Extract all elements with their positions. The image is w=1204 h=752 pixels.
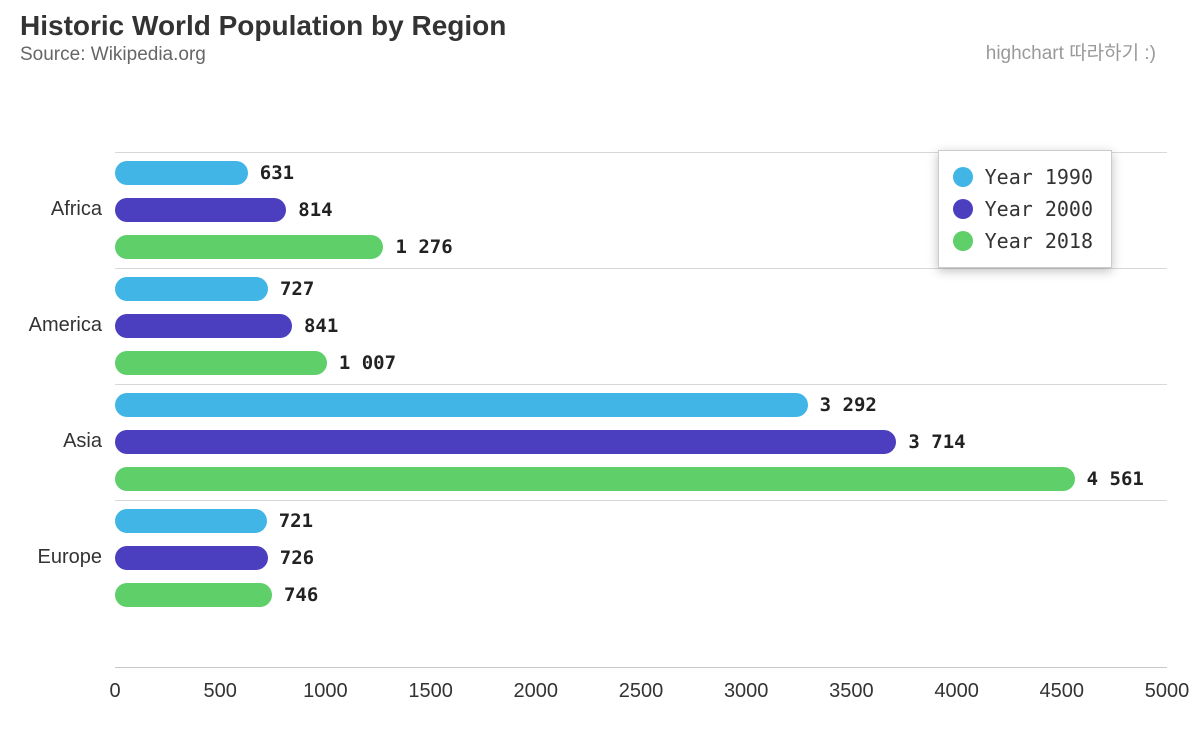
bar: [115, 467, 1075, 491]
x-axis-line: [115, 667, 1167, 668]
chart-note: highchart 따라하기 :): [986, 38, 1156, 65]
bar: [115, 235, 383, 259]
bar-value-label: 746: [284, 583, 318, 607]
legend-item: Year 2000: [953, 193, 1093, 225]
bar-value-label: 1 276: [395, 235, 452, 259]
bar: [115, 546, 268, 570]
bar: [115, 161, 248, 185]
x-tick-label: 2500: [619, 680, 664, 703]
category-label: Europe: [0, 546, 102, 569]
x-tick-label: 1500: [408, 680, 453, 703]
bar-value-label: 726: [280, 546, 314, 570]
group-separator: [115, 384, 1167, 385]
category-label: Africa: [0, 198, 102, 221]
chart-area: Africa6318141 276America7278411 007Asia3…: [115, 88, 1167, 708]
x-tick-label: 5000: [1145, 680, 1190, 703]
x-tick-label: 3000: [724, 680, 769, 703]
bar-value-label: 841: [304, 314, 338, 338]
bar: [115, 583, 272, 607]
chart-header: Historic World Population by Region Sour…: [20, 10, 1184, 66]
x-tick-label: 1000: [303, 680, 348, 703]
x-tick-label: 3500: [829, 680, 874, 703]
bar-value-label: 4 561: [1087, 467, 1144, 491]
bar-value-label: 814: [298, 198, 332, 222]
legend-item: Year 1990: [953, 161, 1093, 193]
group-separator: [115, 500, 1167, 501]
legend-swatch: [953, 167, 973, 187]
category-label: Asia: [0, 430, 102, 453]
bar: [115, 314, 292, 338]
x-tick-label: 0: [109, 680, 120, 703]
legend-swatch: [953, 231, 973, 251]
group-separator: [115, 268, 1167, 269]
chart-title: Historic World Population by Region: [20, 10, 506, 42]
x-tick-label: 2000: [514, 680, 559, 703]
bar: [115, 430, 896, 454]
bar-value-label: 3 714: [908, 430, 965, 454]
x-tick-label: 4500: [1040, 680, 1085, 703]
x-tick-label: 4000: [934, 680, 979, 703]
legend-label: Year 2000: [985, 197, 1093, 221]
bar: [115, 277, 268, 301]
category-label: America: [0, 314, 102, 337]
legend-label: Year 2018: [985, 229, 1093, 253]
legend-label: Year 1990: [985, 165, 1093, 189]
chart-subtitle: Source: Wikipedia.org: [20, 44, 506, 66]
bar-value-label: 1 007: [339, 351, 396, 375]
bar: [115, 393, 808, 417]
legend-item: Year 2018: [953, 225, 1093, 257]
bar: [115, 198, 286, 222]
bar: [115, 351, 327, 375]
bar-value-label: 3 292: [820, 393, 877, 417]
legend-swatch: [953, 199, 973, 219]
legend: Year 1990 Year 2000 Year 2018: [938, 150, 1112, 268]
bar-value-label: 721: [279, 509, 313, 533]
bar: [115, 509, 267, 533]
bar-value-label: 727: [280, 277, 314, 301]
x-tick-label: 500: [204, 680, 237, 703]
bar-value-label: 631: [260, 161, 294, 185]
